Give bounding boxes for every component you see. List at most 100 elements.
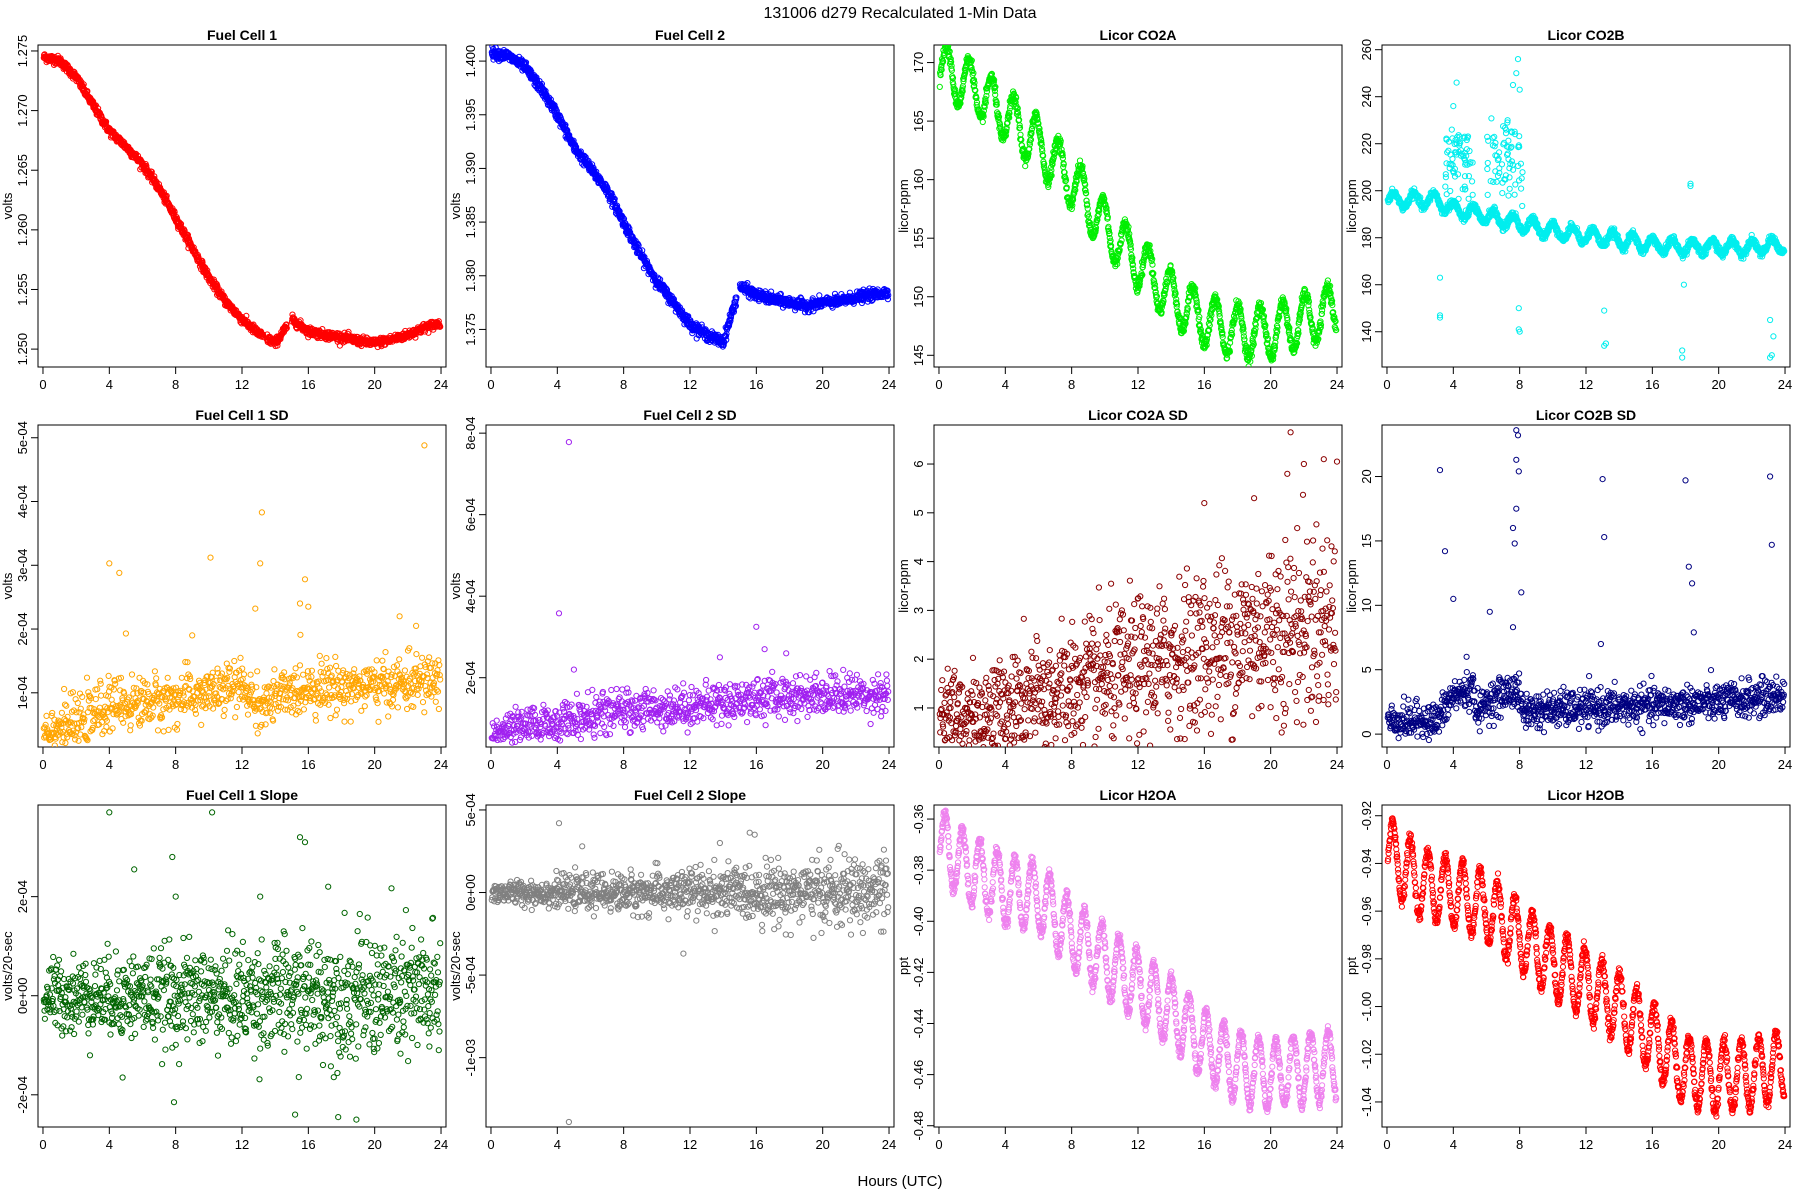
data-point <box>1319 307 1326 314</box>
x-tick-label: 8 <box>620 377 627 392</box>
data-point <box>1040 152 1047 159</box>
data-point <box>1224 355 1231 362</box>
data-point <box>941 45 948 47</box>
data-point <box>1146 250 1154 257</box>
data-point <box>995 110 1002 118</box>
data-point <box>283 325 290 332</box>
y-tick-label: 260 <box>1359 39 1374 61</box>
data-point <box>948 58 955 66</box>
data-point <box>1260 313 1268 320</box>
data-point <box>1106 234 1113 242</box>
x-tick-label: 0 <box>487 377 494 392</box>
data-point <box>1315 335 1322 343</box>
data-point <box>970 76 978 84</box>
y-axis-label: licor-ppm <box>1344 179 1359 232</box>
data-point <box>1084 201 1091 208</box>
data-point <box>1028 129 1035 136</box>
y-tick-label: 165 <box>911 110 926 132</box>
y-tick-label: 1.255 <box>15 273 30 306</box>
data-point <box>1318 310 1326 317</box>
data-point <box>1229 331 1236 338</box>
data-point <box>1152 292 1160 299</box>
data-point <box>1102 202 1109 209</box>
data-point <box>973 95 980 102</box>
data-point <box>177 220 185 227</box>
data-point <box>722 333 730 340</box>
data-point <box>1026 146 1033 153</box>
x-tick-label: 16 <box>749 377 763 392</box>
data-point <box>1127 246 1135 253</box>
data-point <box>1105 223 1112 230</box>
data-point <box>884 287 891 294</box>
data-point <box>970 70 977 77</box>
data-point <box>1494 211 1501 218</box>
data-point <box>723 336 730 343</box>
data-point <box>1239 319 1246 326</box>
data-point <box>816 292 823 299</box>
data-point <box>639 247 646 254</box>
x-tick-label: 12 <box>1579 377 1593 392</box>
data-point <box>948 62 955 69</box>
y-tick-label: 1.395 <box>463 98 478 131</box>
data-point <box>952 86 959 93</box>
data-point <box>742 281 749 288</box>
data-point <box>1195 307 1202 314</box>
data-point <box>274 342 281 349</box>
data-point <box>1286 327 1293 334</box>
data-point <box>940 58 947 65</box>
x-tick-label: 20 <box>815 377 829 392</box>
data-point <box>1092 227 1099 234</box>
panel-fc1: Fuel Cell 10 4 8 12 16 20 241.2501.2551.2601.2… <box>0 27 448 392</box>
data-point <box>1262 322 1269 329</box>
x-tick-label: 16 <box>1645 377 1659 392</box>
data-point <box>1000 137 1007 144</box>
data-point <box>598 177 605 184</box>
data-point <box>1283 305 1290 312</box>
data-point <box>1320 300 1327 307</box>
y-tick-label: 200 <box>1359 180 1374 202</box>
data-point <box>947 55 954 63</box>
data-point <box>1164 278 1171 285</box>
data-point <box>1027 136 1035 143</box>
data-point <box>260 331 267 338</box>
data-point <box>993 101 1000 108</box>
data-point <box>884 296 892 303</box>
data-point <box>1230 313 1238 320</box>
data-point <box>1139 271 1146 279</box>
data-point <box>1271 347 1278 354</box>
data-point <box>1108 250 1116 257</box>
data-point <box>1274 328 1281 336</box>
data-point <box>992 83 999 91</box>
data-point <box>1273 332 1280 339</box>
data-point <box>1174 308 1181 315</box>
data-point <box>1071 190 1078 197</box>
data-point <box>723 330 730 337</box>
x-tick-label: 8 <box>1516 377 1523 392</box>
data-point <box>1159 300 1167 307</box>
data-point <box>1153 293 1161 300</box>
x-tick-label: 8 <box>1068 377 1075 392</box>
data-point <box>1128 251 1135 258</box>
data-point <box>1191 286 1198 293</box>
data-point <box>636 247 643 254</box>
data-point <box>1184 305 1191 312</box>
data-point <box>1286 331 1293 338</box>
data-point <box>1016 122 1023 129</box>
x-tick-label: 4 <box>1450 377 1457 392</box>
data-point <box>297 317 304 324</box>
data-point <box>1136 283 1143 290</box>
data-point <box>1236 304 1243 312</box>
data-point <box>1427 197 1434 204</box>
data-point <box>1533 219 1540 227</box>
data-point <box>1248 352 1256 359</box>
data-point <box>1037 129 1044 136</box>
data-point <box>533 74 540 81</box>
data-point <box>1219 334 1226 341</box>
panel-title: Fuel Cell 2 <box>655 27 725 43</box>
data-point <box>1231 315 1238 322</box>
data-point <box>1048 172 1055 179</box>
data-point <box>1148 252 1155 259</box>
x-tick-label: 0 <box>1383 377 1390 392</box>
data-point <box>1531 215 1538 222</box>
data-point <box>1251 327 1258 334</box>
